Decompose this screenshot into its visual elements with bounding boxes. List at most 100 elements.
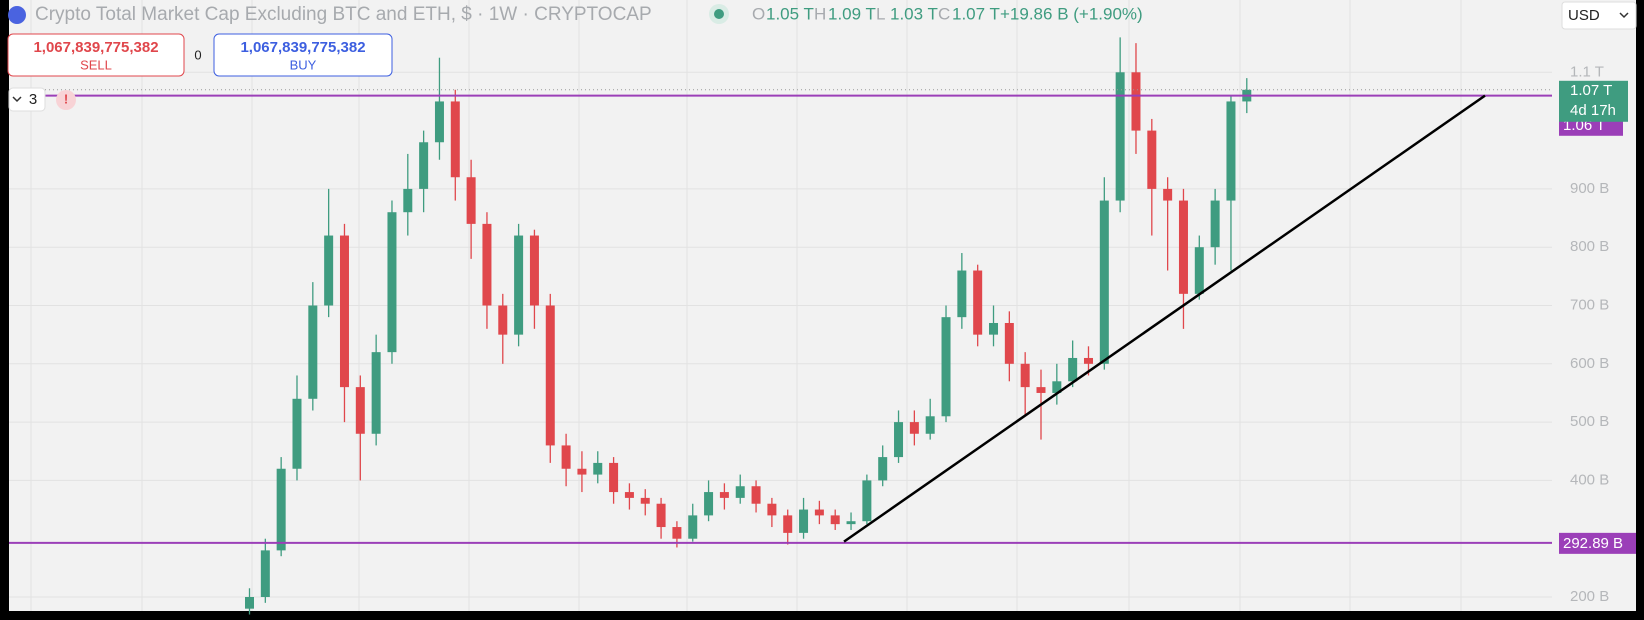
candle-body — [450, 101, 460, 178]
candle-body — [830, 515, 840, 525]
candle-body — [989, 322, 999, 335]
candle-body — [276, 468, 286, 551]
y-tick-label: 400 B — [1570, 471, 1609, 488]
candle-body — [1036, 387, 1046, 393]
candle-body — [1115, 72, 1125, 201]
candle-body — [609, 462, 619, 493]
candle-body — [260, 550, 270, 598]
candle-body — [1083, 357, 1093, 364]
candle-body — [1210, 200, 1220, 248]
candle-body — [704, 492, 714, 516]
candle-body — [973, 270, 983, 335]
candle-body — [767, 503, 777, 516]
sell-button[interactable] — [7, 33, 185, 77]
trend-line — [843, 94, 1486, 543]
candle-body — [941, 317, 951, 417]
candle-body — [1226, 101, 1236, 201]
ohlc-key: O — [752, 4, 765, 23]
candle-body — [814, 509, 824, 516]
y-tick-label: 200 B — [1570, 588, 1609, 605]
ohlc-value: 1.03 T — [890, 4, 938, 23]
candle-body — [482, 223, 492, 306]
candle-body — [403, 188, 413, 213]
chart-title: Crypto Total Market Cap Excluding BTC an… — [35, 4, 652, 25]
candle-body — [466, 177, 476, 224]
y-tick-label: 600 B — [1570, 355, 1609, 372]
candle-body — [735, 486, 745, 498]
candle-body — [783, 515, 793, 533]
price-label: 292.89 B — [1563, 535, 1623, 552]
candle-body — [1068, 357, 1078, 382]
candle-body — [545, 305, 555, 446]
candle-body — [292, 398, 302, 469]
chevron — [12, 96, 22, 103]
chevron — [1619, 12, 1629, 19]
y-tick-label: 700 B — [1570, 296, 1609, 313]
buy-button[interactable] — [213, 33, 393, 77]
candle-body — [498, 305, 508, 335]
candle-body — [751, 486, 761, 504]
last-price-label: 1.07 T — [1570, 82, 1612, 99]
sell-label: SELL — [80, 57, 112, 72]
currency-select[interactable] — [1561, 1, 1637, 30]
indicator-count: 3 — [29, 91, 37, 108]
candle-body — [387, 212, 397, 353]
candle-body — [688, 515, 698, 539]
change: +19.86 B (+1.90%) — [1000, 4, 1143, 23]
candle-body — [624, 492, 634, 498]
candle-body — [529, 235, 539, 306]
candle-body — [245, 597, 254, 609]
candle-body — [846, 521, 856, 525]
spread: 0 — [194, 47, 201, 62]
candle-body — [640, 497, 650, 504]
ohlc-value: 1.09 T — [828, 4, 876, 23]
candle-body — [308, 305, 318, 399]
alert-mark: ! — [64, 91, 68, 106]
ohlc-key: L — [876, 4, 885, 23]
candle-body — [1163, 188, 1173, 201]
candle-body — [878, 457, 888, 481]
candle-body — [672, 527, 682, 539]
candle-body — [577, 468, 587, 475]
candle-body — [1131, 72, 1141, 131]
ohlc-key: H — [814, 4, 826, 23]
ohlc-key: C — [938, 4, 950, 23]
candle-body — [355, 387, 365, 434]
logo — [8, 6, 26, 24]
candle-body — [894, 422, 904, 458]
buy-label: BUY — [290, 57, 317, 72]
candle-body — [656, 503, 666, 528]
buy-price: 1,067,839,775,382 — [240, 39, 365, 56]
candle-body — [909, 422, 919, 434]
candle-body — [339, 235, 349, 388]
countdown: 4d 17h — [1570, 102, 1616, 119]
y-tick-label: 1.1 T — [1570, 63, 1604, 80]
candle-body — [324, 235, 334, 306]
candle-body — [561, 445, 571, 469]
candle-body — [1178, 200, 1188, 294]
price-label-bg — [1559, 532, 1636, 554]
candle-body — [514, 235, 524, 335]
candle-body — [925, 416, 935, 434]
candle-body — [862, 480, 872, 522]
sell-price: 1,067,839,775,382 — [33, 39, 158, 56]
status-dot — [714, 9, 724, 19]
candle-body — [1020, 363, 1030, 388]
candle-body — [1052, 381, 1062, 393]
candle-body — [371, 352, 381, 434]
last-price-bg — [1559, 80, 1628, 122]
candle-body — [419, 142, 429, 189]
alert-icon[interactable] — [56, 90, 76, 110]
currency: USD — [1568, 7, 1600, 24]
candle-body — [719, 492, 729, 498]
y-tick-label: 500 B — [1570, 413, 1609, 430]
candle-body — [434, 101, 444, 143]
candle-body — [799, 509, 809, 533]
candle-body — [1004, 322, 1014, 364]
ohlc-value: 1.07 T — [952, 4, 1000, 23]
candle-body — [1099, 200, 1109, 364]
candle-body — [1147, 130, 1157, 189]
indicator-toggle[interactable] — [8, 87, 46, 112]
